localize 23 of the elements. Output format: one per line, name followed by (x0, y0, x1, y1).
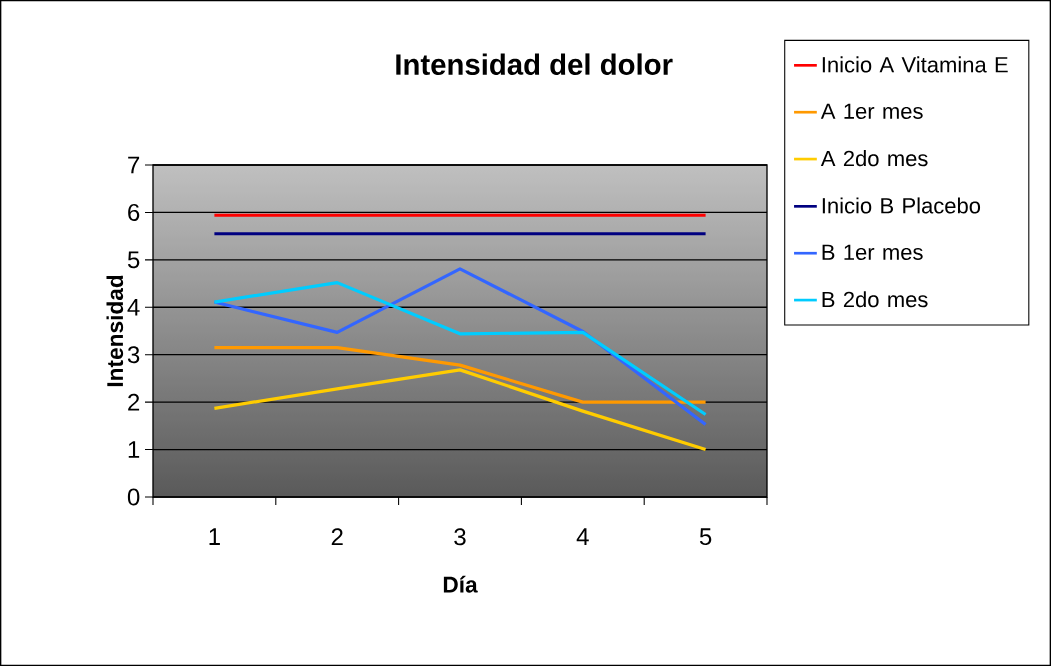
legend-label: A 1er mes (820, 103, 923, 119)
y-tick-label: 2 (128, 393, 140, 411)
y-tick-label: 5 (127, 251, 140, 269)
legend-label: A 2do mes (820, 150, 928, 167)
legend-label: B 2do mes (822, 291, 928, 308)
y-tick-label: 7 (128, 156, 140, 174)
y-tick-label: 1 (128, 441, 140, 458)
x-tick-label: 3 (454, 528, 466, 546)
x-tick-label: 2 (331, 528, 343, 546)
y-axis-title: Intensidad (106, 275, 124, 387)
y-tick-label: 0 (127, 488, 140, 506)
x-tick-label: 1 (209, 528, 220, 545)
y-tick-label: 6 (128, 203, 140, 221)
legend-label: Inicio A Vitamina E (822, 56, 1008, 73)
y-tick-label: 3 (127, 346, 140, 364)
chart-title: Intensidad del dolor (396, 53, 673, 75)
y-tick-label: 4 (127, 299, 140, 316)
x-tick-label: 5 (699, 528, 712, 546)
x-tick-label: 4 (576, 528, 589, 545)
legend-label: Inicio B Placebo (822, 197, 981, 214)
legend-label: B 1er mes (822, 244, 923, 260)
x-axis-title: Día (443, 575, 478, 593)
line-series (212, 368, 708, 452)
